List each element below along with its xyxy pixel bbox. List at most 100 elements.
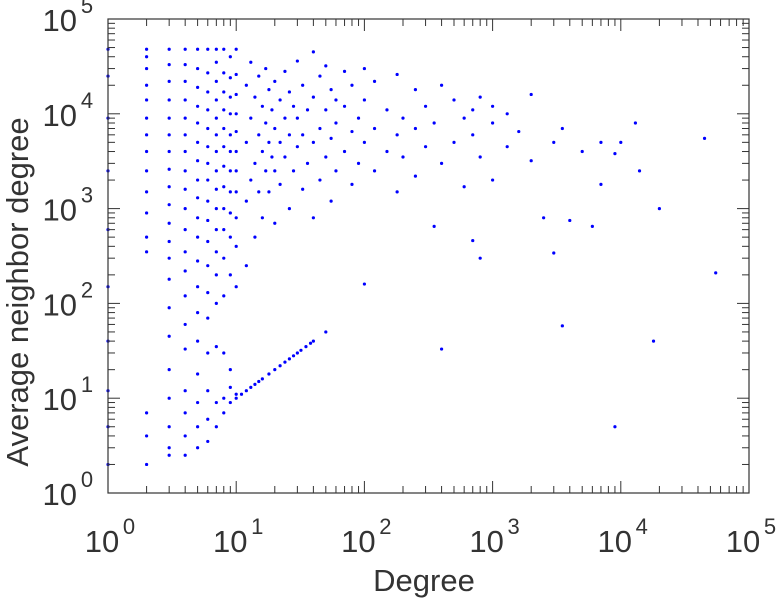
- data-point: [264, 66, 268, 71]
- data-point: [517, 129, 521, 134]
- data-point: [619, 140, 623, 144]
- data-point: [206, 47, 210, 51]
- data-point: [214, 301, 218, 305]
- x-tick-label: 10: [85, 524, 119, 559]
- data-point: [144, 133, 149, 137]
- data-point: [350, 182, 354, 186]
- data-point: [342, 104, 347, 108]
- x-tick-label: 10: [598, 524, 632, 559]
- data-point: [267, 88, 271, 92]
- data-point: [580, 149, 584, 154]
- data-point: [239, 392, 244, 396]
- data-point: [214, 169, 218, 173]
- data-point: [183, 169, 187, 173]
- data-point: [308, 341, 313, 345]
- data-point: [287, 207, 291, 211]
- data-point: [214, 47, 218, 51]
- data-point: [244, 83, 248, 87]
- data-point: [260, 104, 264, 108]
- data-point: [144, 250, 149, 254]
- data-point: [183, 63, 187, 67]
- x-tick-exponent: 3: [507, 514, 519, 539]
- data-point: [324, 64, 328, 68]
- data-point: [167, 425, 171, 429]
- data-point: [295, 59, 299, 63]
- data-point: [342, 69, 347, 74]
- data-point: [196, 235, 200, 239]
- data-point: [144, 235, 149, 239]
- data-point: [206, 161, 210, 165]
- data-point: [350, 83, 354, 87]
- data-point: [183, 116, 187, 120]
- data-point: [222, 164, 226, 168]
- data-point: [329, 199, 333, 203]
- data-point: [318, 178, 322, 182]
- data-point: [362, 282, 366, 286]
- data-point: [244, 389, 248, 393]
- data-point: [287, 133, 291, 137]
- data-point: [505, 112, 509, 116]
- data-point: [167, 149, 171, 154]
- data-point: [167, 368, 171, 372]
- y-tick-label: 10: [43, 3, 77, 38]
- data-point: [291, 354, 296, 358]
- data-point: [222, 47, 226, 51]
- data-point: [167, 116, 171, 120]
- data-point: [529, 159, 533, 163]
- y-tick-label: 10: [43, 382, 77, 417]
- data-point: [401, 116, 405, 120]
- data-point: [264, 121, 268, 125]
- data-point: [478, 155, 482, 159]
- data-point: [452, 98, 456, 102]
- data-point: [214, 98, 218, 102]
- data-point: [214, 400, 218, 405]
- data-point: [228, 400, 232, 405]
- data-point: [278, 140, 282, 144]
- data-point: [167, 453, 171, 457]
- plot-frame: [107, 18, 750, 494]
- data-point: [183, 149, 187, 154]
- data-point: [183, 187, 187, 191]
- data-point: [249, 178, 253, 182]
- data-point: [385, 149, 389, 154]
- data-point: [206, 351, 210, 355]
- x-tick-exponent: 0: [123, 514, 135, 539]
- data-point: [144, 190, 149, 194]
- data-point: [234, 190, 238, 194]
- data-point: [228, 169, 232, 173]
- data-point: [144, 83, 149, 87]
- data-point: [273, 221, 277, 225]
- data-point: [144, 116, 149, 120]
- data-point: [228, 112, 232, 116]
- data-point: [362, 66, 366, 71]
- data-point: [342, 149, 347, 154]
- data-point: [291, 104, 296, 108]
- data-point: [311, 216, 315, 220]
- data-point: [334, 121, 338, 125]
- data-point: [439, 161, 444, 165]
- x-tick-exponent: 2: [379, 514, 391, 539]
- data-point: [222, 71, 226, 75]
- data-point: [301, 187, 305, 191]
- data-point: [183, 228, 187, 232]
- data-point: [214, 187, 218, 191]
- data-point: [206, 291, 210, 295]
- data-point: [356, 116, 361, 120]
- data-point: [196, 310, 200, 315]
- data-point: [491, 104, 495, 108]
- data-point: [144, 434, 149, 438]
- data-point: [206, 316, 210, 320]
- data-point: [214, 149, 218, 154]
- data-point: [283, 155, 287, 159]
- data-point: [350, 129, 354, 134]
- data-point: [395, 72, 399, 77]
- data-point: [206, 218, 210, 223]
- data-point: [234, 244, 238, 248]
- data-point: [234, 285, 238, 289]
- data-point: [324, 108, 328, 112]
- data-point: [214, 250, 218, 254]
- data-point: [206, 389, 210, 393]
- data-point: [287, 90, 291, 94]
- data-point: [278, 98, 282, 102]
